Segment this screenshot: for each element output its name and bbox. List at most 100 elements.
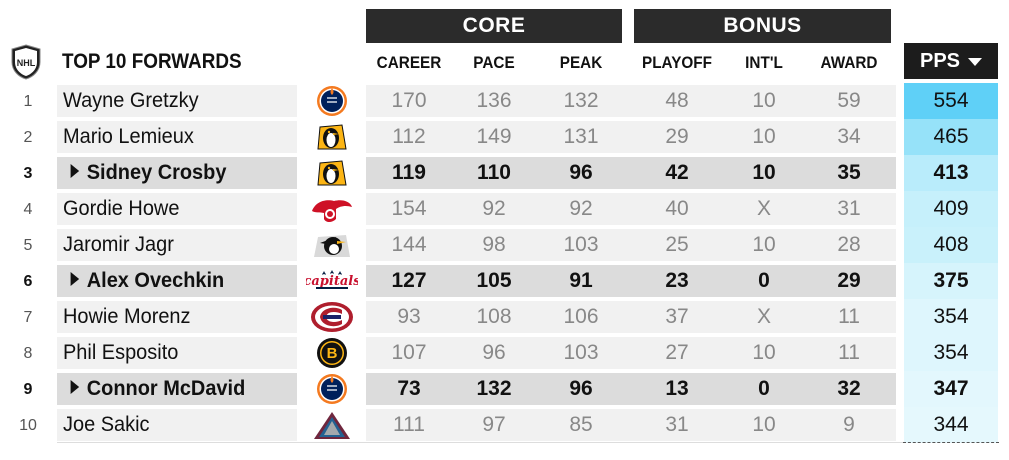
oilers-logo-icon — [317, 374, 347, 404]
stat-peak: 91 — [569, 269, 593, 292]
player-name-text: Phil Esposito — [63, 341, 179, 364]
stats-background — [366, 193, 896, 225]
stat-award: 29 — [837, 269, 861, 292]
player-name-text: Wayne Gretzky — [63, 89, 199, 112]
player-name-cell: Phil Esposito — [57, 337, 297, 369]
stat-career: 127 — [391, 269, 427, 292]
player-name: Mario Lemieux — [63, 121, 194, 153]
stat-peak: 96 — [569, 377, 593, 400]
table-row: 10 Joe Sakic 111 97 85 31 10 9 344 — [0, 407, 1009, 443]
rank-number: 2 — [23, 129, 33, 146]
oilers-logo-icon — [317, 86, 347, 116]
rank-number: 1 — [23, 93, 33, 110]
stat-playoff: 31 — [665, 413, 689, 436]
expand-triangle-icon[interactable] — [70, 380, 80, 395]
player-name-cell[interactable]: Connor McDavid — [57, 373, 297, 405]
player-name: Phil Esposito — [63, 337, 178, 369]
stat-pace: 105 — [476, 269, 512, 292]
penguins-logo-icon — [317, 160, 347, 186]
pps-value: 408 — [904, 227, 998, 263]
player-name-cell[interactable]: Sidney Crosby — [57, 157, 297, 189]
col-header-career[interactable]: CAREER — [376, 53, 442, 72]
stat-career: 154 — [391, 197, 427, 220]
stat-career: 144 — [391, 233, 427, 256]
stat-award: 34 — [837, 125, 861, 148]
nhl-logo-text: NHL — [17, 58, 36, 68]
nhl-logo-icon: NHL — [11, 44, 41, 80]
stats-background — [366, 265, 896, 297]
player-name-cell: Jaromir Jagr — [57, 229, 297, 261]
stat-award: 35 — [837, 161, 861, 184]
col-header-intl[interactable]: INT'L — [745, 53, 783, 72]
player-name-cell: Joe Sakic — [57, 409, 297, 441]
penguins-alt-logo-icon — [314, 235, 350, 257]
stat-peak: 92 — [569, 197, 593, 220]
pps-value: 344 — [904, 407, 998, 443]
player-name-cell: Howie Morenz — [57, 301, 297, 333]
stat-peak: 132 — [563, 89, 599, 112]
stats-background — [366, 373, 896, 405]
table-row[interactable]: 9 Connor McDavid 73 132 96 13 0 32 347 — [0, 371, 1009, 407]
stat-pace: 96 — [482, 341, 506, 364]
player-name-cell: Wayne Gretzky — [57, 85, 297, 117]
stats-background — [366, 337, 896, 369]
player-name-text: Jaromir Jagr — [63, 233, 174, 256]
stat-intl: 10 — [752, 125, 776, 148]
pps-value: 354 — [904, 335, 998, 371]
col-header-pace[interactable]: PACE — [473, 53, 515, 72]
table-row[interactable]: 6 Alex Ovechkin capitals 127 105 91 23 0 29 375 — [0, 263, 1009, 299]
stat-career: 107 — [391, 341, 427, 364]
table-row[interactable]: 3 Sidney Crosby 119 110 96 42 10 35 413 — [0, 155, 1009, 191]
player-name: Joe Sakic — [63, 409, 149, 441]
player-name: Howie Morenz — [63, 301, 191, 333]
table-row: 7 Howie Morenz 93 108 106 37 X 11 354 — [0, 299, 1009, 335]
col-header-playoff[interactable]: PLAYOFF — [641, 53, 713, 72]
col-header-award[interactable]: AWARD — [820, 53, 878, 72]
stat-intl: 10 — [752, 233, 776, 256]
player-name: Wayne Gretzky — [63, 85, 199, 117]
rank-number: 6 — [23, 273, 33, 290]
stat-award: 28 — [837, 233, 861, 256]
stat-intl: 10 — [752, 341, 776, 364]
stat-playoff: 23 — [665, 269, 689, 292]
svg-text:B: B — [327, 345, 338, 362]
player-name-text: Sidney Crosby — [86, 161, 227, 184]
stat-playoff: 13 — [665, 377, 689, 400]
stat-intl: 10 — [752, 413, 776, 436]
stat-intl: X — [756, 305, 771, 328]
player-name-text: Mario Lemieux — [63, 125, 194, 148]
penguins-logo-icon — [317, 124, 347, 150]
stat-intl: 10 — [752, 89, 776, 112]
player-name: Connor McDavid — [63, 373, 245, 405]
rank-number: 10 — [19, 417, 37, 434]
player-name: Gordie Howe — [63, 193, 179, 225]
table-row: 5 Jaromir Jagr 144 98 103 25 10 28 408 — [0, 227, 1009, 263]
col-header-peak[interactable]: PEAK — [559, 53, 603, 72]
stat-pace: 149 — [476, 125, 512, 148]
player-name: Alex Ovechkin — [63, 265, 224, 297]
pps-value: 347 — [904, 371, 998, 407]
stats-background — [366, 121, 896, 153]
bruins-logo-icon: B — [317, 338, 347, 368]
player-name-text: Howie Morenz — [63, 305, 191, 328]
stat-peak: 103 — [563, 233, 599, 256]
stats-background — [366, 229, 896, 261]
player-name: Jaromir Jagr — [63, 229, 174, 261]
rank-number: 8 — [23, 345, 33, 362]
player-name-cell[interactable]: Alex Ovechkin — [57, 265, 297, 297]
stat-pace: 110 — [477, 161, 511, 184]
stat-award: 59 — [837, 89, 861, 112]
stats-background — [366, 85, 896, 117]
stat-playoff: 42 — [665, 161, 689, 184]
stat-peak: 103 — [563, 341, 599, 364]
stat-intl: X — [756, 197, 771, 220]
pps-value: 554 — [904, 83, 998, 119]
stat-pace: 92 — [482, 197, 506, 220]
expand-triangle-icon[interactable] — [70, 164, 80, 179]
avalanche-logo-icon — [314, 412, 350, 439]
pps-sort-header[interactable]: PPS — [904, 43, 998, 79]
expand-triangle-icon[interactable] — [70, 272, 80, 287]
stats-background — [366, 157, 896, 189]
stat-playoff: 40 — [665, 197, 689, 220]
stat-pace: 132 — [476, 377, 512, 400]
